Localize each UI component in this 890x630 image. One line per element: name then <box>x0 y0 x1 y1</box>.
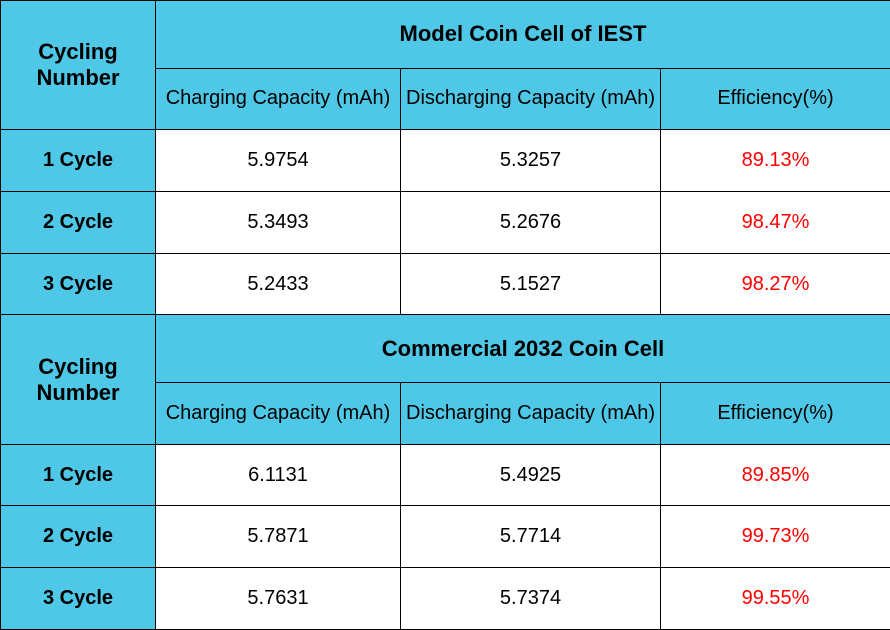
discharging-header: Discharging Capacity (mAh) <box>401 382 661 444</box>
table-row: 2 Cycle 5.3493 5.2676 98.47% <box>1 191 890 253</box>
table-row: 2 Cycle 5.7871 5.7714 99.73% <box>1 506 890 568</box>
discharging-value: 5.2676 <box>401 191 661 253</box>
charging-value: 5.2433 <box>156 253 401 315</box>
efficiency-value: 98.27% <box>661 253 890 315</box>
efficiency-value: 99.55% <box>661 568 890 630</box>
table-row: 3 Cycle 5.2433 5.1527 98.27% <box>1 253 890 315</box>
coin-cell-data-table: Cycling Number Model Coin Cell of IEST C… <box>0 0 890 630</box>
discharging-value: 5.4925 <box>401 444 661 506</box>
table-row: 1 Cycle 6.1131 5.4925 89.85% <box>1 444 890 506</box>
charging-value: 5.9754 <box>156 130 401 192</box>
cycle-label: 3 Cycle <box>1 253 156 315</box>
efficiency-value: 89.13% <box>661 130 890 192</box>
cycle-label: 1 Cycle <box>1 130 156 192</box>
cycle-label: 3 Cycle <box>1 568 156 630</box>
charging-value: 5.7631 <box>156 568 401 630</box>
charging-value: 5.7871 <box>156 506 401 568</box>
charging-value: 6.1131 <box>156 444 401 506</box>
section-title: Model Coin Cell of IEST <box>156 1 890 69</box>
discharging-value: 5.3257 <box>401 130 661 192</box>
charging-header: Charging Capacity (mAh) <box>156 382 401 444</box>
efficiency-value: 89.85% <box>661 444 890 506</box>
cycling-number-header: Cycling Number <box>1 1 156 130</box>
discharging-header: Discharging Capacity (mAh) <box>401 68 661 130</box>
charging-header: Charging Capacity (mAh) <box>156 68 401 130</box>
discharging-value: 5.7374 <box>401 568 661 630</box>
discharging-value: 5.1527 <box>401 253 661 315</box>
discharging-value: 5.7714 <box>401 506 661 568</box>
section-title: Commercial 2032 Coin Cell <box>156 315 890 383</box>
cycle-label: 2 Cycle <box>1 191 156 253</box>
table-row: 1 Cycle 5.9754 5.3257 89.13% <box>1 130 890 192</box>
table-row: 3 Cycle 5.7631 5.7374 99.55% <box>1 568 890 630</box>
cycling-number-header: Cycling Number <box>1 315 156 444</box>
cycle-label: 1 Cycle <box>1 444 156 506</box>
efficiency-value: 99.73% <box>661 506 890 568</box>
efficiency-header: Efficiency(%) <box>661 382 890 444</box>
efficiency-value: 98.47% <box>661 191 890 253</box>
charging-value: 5.3493 <box>156 191 401 253</box>
cycle-label: 2 Cycle <box>1 506 156 568</box>
efficiency-header: Efficiency(%) <box>661 68 890 130</box>
